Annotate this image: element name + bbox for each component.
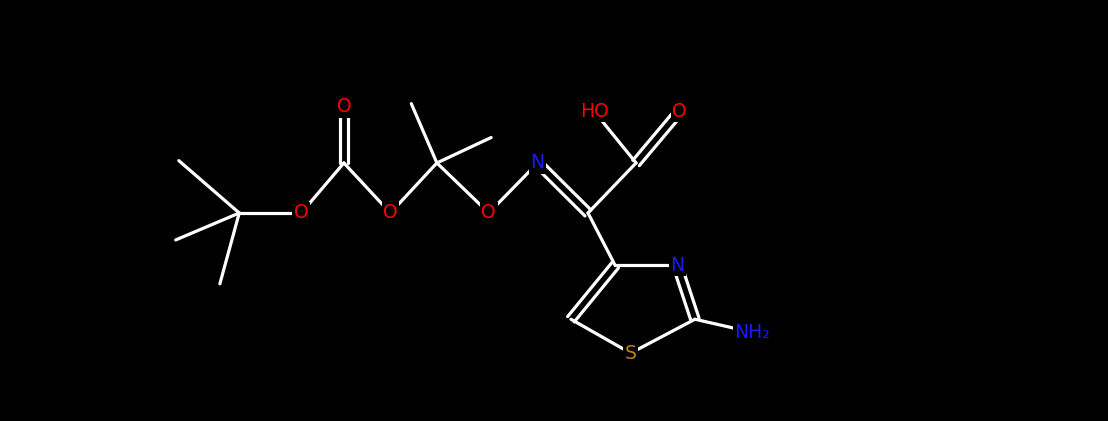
Text: S: S bbox=[625, 344, 637, 362]
Text: O: O bbox=[337, 97, 351, 116]
Text: O: O bbox=[294, 203, 308, 222]
Text: O: O bbox=[482, 203, 496, 222]
Text: O: O bbox=[383, 203, 398, 222]
Text: N: N bbox=[531, 153, 545, 173]
Text: O: O bbox=[673, 102, 687, 121]
Text: NH₂: NH₂ bbox=[735, 323, 770, 342]
Text: HO: HO bbox=[579, 102, 608, 121]
Text: N: N bbox=[670, 256, 684, 275]
